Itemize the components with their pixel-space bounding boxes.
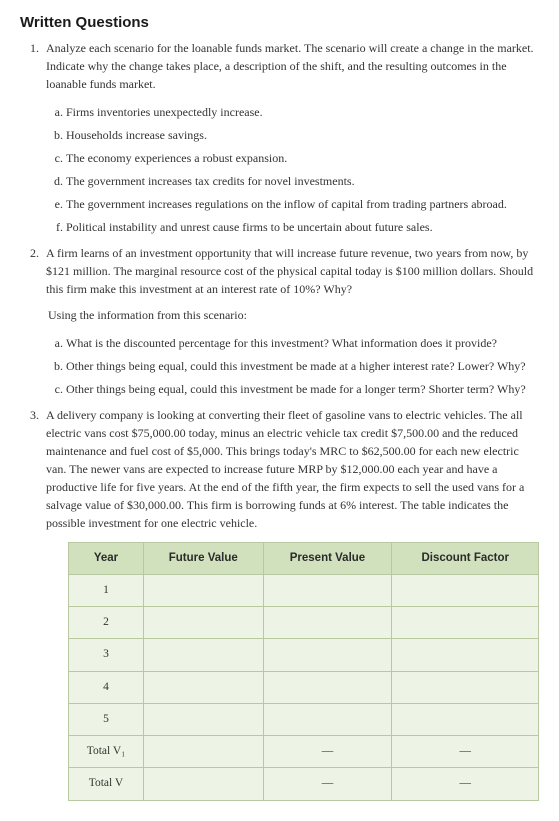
- col-pv: Present Value: [263, 542, 392, 574]
- q2-sublist: What is the discounted percentage for th…: [46, 334, 539, 398]
- cell-fv: [143, 768, 263, 800]
- q2-follow-up: Using the information from this scenario…: [48, 306, 539, 324]
- col-df: Discount Factor: [392, 542, 539, 574]
- table-row: Total V — —: [69, 768, 539, 800]
- table-row: 2: [69, 607, 539, 639]
- cell-df: [392, 703, 539, 735]
- q1-prompt: Analyze each scenario for the loanable f…: [46, 41, 534, 91]
- cell-year: Total V: [69, 768, 144, 800]
- col-year: Year: [69, 542, 144, 574]
- cell-fv: [143, 671, 263, 703]
- cell-df: [392, 574, 539, 606]
- cell-df: [392, 607, 539, 639]
- q1-sublist: Firms inventories unexpectedly increase.…: [46, 103, 539, 236]
- question-list: Analyze each scenario for the loanable f…: [20, 39, 539, 801]
- q1-item: The government increases tax credits for…: [66, 172, 539, 190]
- table-header-row: Year Future Value Present Value Discount…: [69, 542, 539, 574]
- q3-prompt: A delivery company is looking at convert…: [46, 408, 524, 530]
- investment-table: Year Future Value Present Value Discount…: [68, 542, 539, 801]
- cell-pv: —: [263, 768, 392, 800]
- cell-year: 1: [69, 574, 144, 606]
- q1-item: Households increase savings.: [66, 126, 539, 144]
- q2-prompt: A firm learns of an investment opportuni…: [46, 246, 533, 296]
- section-heading: Written Questions: [20, 12, 539, 35]
- q1-item: The economy experiences a robust expansi…: [66, 149, 539, 167]
- q1-item: Firms inventories unexpectedly increase.: [66, 103, 539, 121]
- cell-df: [392, 671, 539, 703]
- cell-df: —: [392, 768, 539, 800]
- question-1: Analyze each scenario for the loanable f…: [42, 39, 539, 236]
- cell-pv: [263, 671, 392, 703]
- table-row: 4: [69, 671, 539, 703]
- cell-pv: [263, 639, 392, 671]
- cell-year: Total V₁: [69, 736, 144, 768]
- q1-item: The government increases regulations on …: [66, 195, 539, 213]
- cell-year: 3: [69, 639, 144, 671]
- q1-item: Political instability and unrest cause f…: [66, 218, 539, 236]
- col-fv: Future Value: [143, 542, 263, 574]
- cell-pv: [263, 607, 392, 639]
- q2-item: What is the discounted percentage for th…: [66, 334, 539, 352]
- cell-year: 2: [69, 607, 144, 639]
- cell-fv: [143, 574, 263, 606]
- q3-table-wrap: Year Future Value Present Value Discount…: [68, 542, 539, 801]
- cell-year: 4: [69, 671, 144, 703]
- cell-df: [392, 639, 539, 671]
- cell-df: —: [392, 736, 539, 768]
- table-row: 5: [69, 703, 539, 735]
- question-2: A firm learns of an investment opportuni…: [42, 244, 539, 398]
- table-row: 3: [69, 639, 539, 671]
- question-3: A delivery company is looking at convert…: [42, 406, 539, 801]
- cell-fv: [143, 607, 263, 639]
- table-row: 1: [69, 574, 539, 606]
- cell-year: 5: [69, 703, 144, 735]
- cell-fv: [143, 703, 263, 735]
- cell-pv: —: [263, 736, 392, 768]
- cell-fv: [143, 639, 263, 671]
- cell-pv: [263, 574, 392, 606]
- table-row: Total V₁ — —: [69, 736, 539, 768]
- cell-fv: [143, 736, 263, 768]
- q2-item: Other things being equal, could this inv…: [66, 380, 539, 398]
- cell-pv: [263, 703, 392, 735]
- table-body: 1 2 3: [69, 574, 539, 800]
- q2-item: Other things being equal, could this inv…: [66, 357, 539, 375]
